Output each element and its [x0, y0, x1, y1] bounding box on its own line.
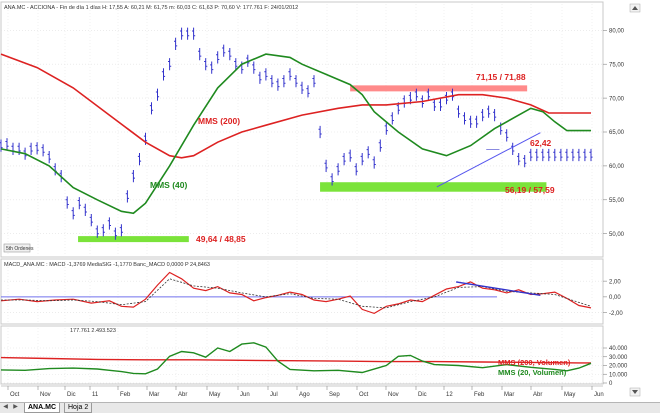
volume-mms-20-line — [0, 342, 592, 375]
volume-panel: 40.000 30.000 20.000 10.000 0 177.761 2.493.… — [0, 325, 628, 387]
label-level-62-42: 62,42 — [530, 138, 552, 148]
label-mms-40: MMS (40) — [150, 180, 187, 190]
x-tick-label: Mar — [504, 392, 514, 398]
x-tick-label: 12 — [446, 392, 453, 398]
stock-chart: 50,00 55,00 60,00 65,00 70,00 75,00 80,00 ANA.… — [0, 1, 641, 398]
x-tick-label: Feb — [474, 392, 485, 398]
label-volume-mms-200: MMS (200, Volumen) — [498, 358, 571, 367]
label-resistance-zone: 71,15 / 71,88 — [476, 72, 526, 82]
y-tick-label: 75,00 — [609, 62, 625, 68]
x-tick-label: May — [564, 392, 575, 398]
x-tick-label: Jun — [594, 392, 604, 398]
x-tick-label: May — [209, 392, 220, 398]
x-tick-label: Mar — [149, 392, 159, 398]
label-mms-200: MMS (200) — [198, 116, 240, 126]
price-plot-area — [0, 1, 604, 258]
support-trendline — [436, 132, 541, 188]
y-tick-label: 40.000 — [609, 346, 628, 352]
label-low-zone: 49,64 / 48,85 — [196, 234, 246, 244]
volume-header: 177.761 2.493.523 — [70, 328, 116, 334]
y-tick-label: 0,00 — [609, 295, 621, 301]
mms-40-line — [0, 53, 591, 215]
orders-label: 5th Ordenes — [6, 246, 34, 252]
y-tick-label: -2,00 — [609, 311, 623, 317]
price-y-axis: 50,00 55,00 60,00 65,00 70,00 75,00 80,00 — [603, 29, 625, 238]
y-tick-label: 80,00 — [609, 29, 625, 35]
x-tick-label: Oct — [10, 392, 20, 398]
macd-header: MACD_ANA.MC : MACD -1,3769 MediaSIG -1,1… — [4, 262, 210, 268]
mms-200-line — [0, 53, 591, 159]
macd-divergence-line — [456, 281, 541, 296]
macd-panel: 2,00 0,00 -2,00 MACD_ANA.MC : MACD -1,3769… — [0, 258, 623, 325]
volume-y-axis: 40.000 30.000 20.000 10.000 0 — [603, 346, 628, 387]
orders-label-box[interactable] — [3, 243, 31, 253]
y-tick-label: 55,00 — [609, 198, 625, 204]
x-tick-label: Jun — [240, 392, 250, 398]
scroll-arrow-up-icon[interactable] — [629, 3, 641, 13]
resistance-zone — [350, 85, 528, 92]
y-tick-label: 60,00 — [609, 164, 625, 170]
x-tick-label: 11 — [92, 392, 99, 398]
volume-mms-200-line — [0, 356, 591, 364]
macd-y-axis: 2,00 0,00 -2,00 — [603, 279, 623, 317]
scroll-arrow-down-icon[interactable] — [629, 387, 641, 397]
label-volume-mms-20: MMS (20, Volumen) — [498, 368, 567, 377]
macd-signal-line — [1, 278, 592, 309]
x-tick-label: Abr — [178, 392, 187, 398]
y-tick-label: 0 — [609, 381, 613, 387]
y-tick-label: 70,00 — [609, 96, 625, 102]
support-zone — [320, 182, 547, 192]
macd-grid — [1, 261, 603, 324]
sheet-tab-bar: ◀ ▶ ANA.MC Hoja 2 — [0, 402, 660, 413]
x-tick-label: Dic — [418, 392, 427, 398]
y-tick-label: 50,00 — [609, 232, 625, 238]
first-sheet-icon[interactable]: ◀ — [3, 404, 8, 410]
price-grid — [1, 4, 603, 256]
x-tick-label: Abr — [533, 392, 542, 398]
macd-line — [0, 271, 592, 315]
x-tick-label: Ago — [299, 392, 310, 398]
x-tick-label: Sep — [329, 392, 340, 398]
x-tick-label: Nov — [40, 392, 51, 398]
y-tick-label: 2,00 — [609, 279, 621, 285]
x-tick-label: Dic — [67, 392, 76, 398]
x-tick-label: Nov — [388, 392, 399, 398]
label-support-zone: 56,19 / 57,59 — [505, 185, 555, 195]
price-series — [0, 27, 593, 240]
low-support-zone — [78, 236, 189, 243]
x-tick-label: Oct — [359, 392, 369, 398]
y-tick-label: 10.000 — [609, 372, 628, 378]
x-tick-label: Feb — [120, 392, 131, 398]
price-header: ANA.MC - ACCIONA - Fin de día 1 días H: … — [4, 5, 298, 11]
y-tick-label: 65,00 — [609, 130, 625, 136]
price-panel: 50,00 55,00 60,00 65,00 70,00 75,00 80,00 ANA.… — [0, 1, 641, 258]
date-axis: Oct Nov Dic 11 Feb Mar Abr May Jun Jul Ago Sep Oct No… — [1, 385, 604, 398]
y-tick-label: 30.000 — [609, 355, 628, 361]
x-tick-label: Jul — [270, 392, 278, 398]
y-tick-label: 20.000 — [609, 364, 628, 370]
next-sheet-icon[interactable]: ▶ — [13, 404, 18, 410]
